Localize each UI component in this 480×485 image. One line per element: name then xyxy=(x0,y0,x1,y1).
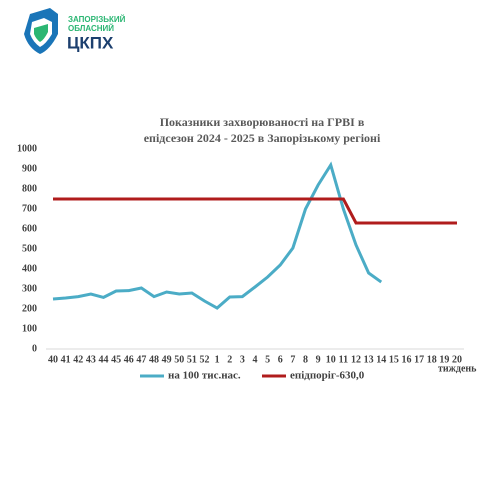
series-line xyxy=(53,197,457,225)
y-tick-label: 0 xyxy=(32,343,37,354)
x-tick-label: 44 xyxy=(99,354,109,365)
y-tick-label: 400 xyxy=(22,263,37,274)
x-tick-label: 9 xyxy=(316,354,321,365)
x-tick-label: 49 xyxy=(162,354,172,365)
chart-title: епідсезон 2024 - 2025 в Запорізькому рег… xyxy=(144,131,381,145)
chart-title: Показники захворюваності на ГРВІ в xyxy=(160,115,365,129)
y-tick-label: 200 xyxy=(22,303,37,314)
y-tick-label: 600 xyxy=(22,223,37,234)
x-tick-label: 48 xyxy=(149,354,159,365)
x-tick-label: 16 xyxy=(402,354,412,365)
x-tick-label: 1 xyxy=(215,354,220,365)
y-tick-label: 700 xyxy=(22,203,37,214)
logo-leaf xyxy=(34,24,48,42)
logo-line2: ОБЛАСНИЙ xyxy=(68,24,114,33)
logo-line1: ЗАПОРІЗЬКИЙ xyxy=(68,15,126,24)
x-tick-label: 15 xyxy=(389,354,399,365)
series-line xyxy=(52,161,383,310)
x-tick-label: 11 xyxy=(339,354,348,365)
x-tick-label: 43 xyxy=(86,354,96,365)
x-tick-label: 41 xyxy=(61,354,71,365)
x-tick-label: 3 xyxy=(240,354,245,365)
x-tick-label: 4 xyxy=(253,354,258,365)
logo-name: ЦКПХ xyxy=(67,33,114,52)
x-tick-label: 6 xyxy=(278,354,283,365)
x-axis-label: тиждень xyxy=(438,363,477,374)
x-tick-label: 5 xyxy=(265,354,270,365)
x-tick-label: 14 xyxy=(376,354,386,365)
y-tick-label: 500 xyxy=(22,243,37,254)
x-tick-label: 13 xyxy=(364,354,374,365)
x-tick-label: 45 xyxy=(111,354,121,365)
x-tick-label: 47 xyxy=(136,354,146,365)
y-tick-label: 1000 xyxy=(17,143,37,154)
x-tick-label: 17 xyxy=(414,354,424,365)
x-tick-label: 20 xyxy=(452,354,462,365)
x-tick-label: 10 xyxy=(326,354,336,365)
x-tick-label: 40 xyxy=(48,354,58,365)
legend-label: епідпоріг-630,0 xyxy=(290,370,365,382)
x-tick-label: 46 xyxy=(124,354,134,365)
x-tick-label: 7 xyxy=(290,354,295,365)
x-tick-label: 50 xyxy=(174,354,184,365)
x-tick-label: 8 xyxy=(303,354,308,365)
x-tick-label: 18 xyxy=(427,354,437,365)
x-tick-label: 51 xyxy=(187,354,197,365)
y-tick-label: 800 xyxy=(22,183,37,194)
x-tick-label: 2 xyxy=(227,354,232,365)
x-tick-label: 42 xyxy=(73,354,83,365)
x-tick-label: 12 xyxy=(351,354,361,365)
y-tick-label: 100 xyxy=(22,323,37,334)
x-tick-label: 52 xyxy=(200,354,210,365)
y-tick-label: 900 xyxy=(22,163,37,174)
logo: ЗАПОРІЗЬКИЙ ОБЛАСНИЙ ЦКПХ xyxy=(24,8,126,54)
legend-label: на 100 тис.нас. xyxy=(168,370,241,382)
y-tick-label: 300 xyxy=(22,283,37,294)
x-tick-label: 19 xyxy=(439,354,449,365)
